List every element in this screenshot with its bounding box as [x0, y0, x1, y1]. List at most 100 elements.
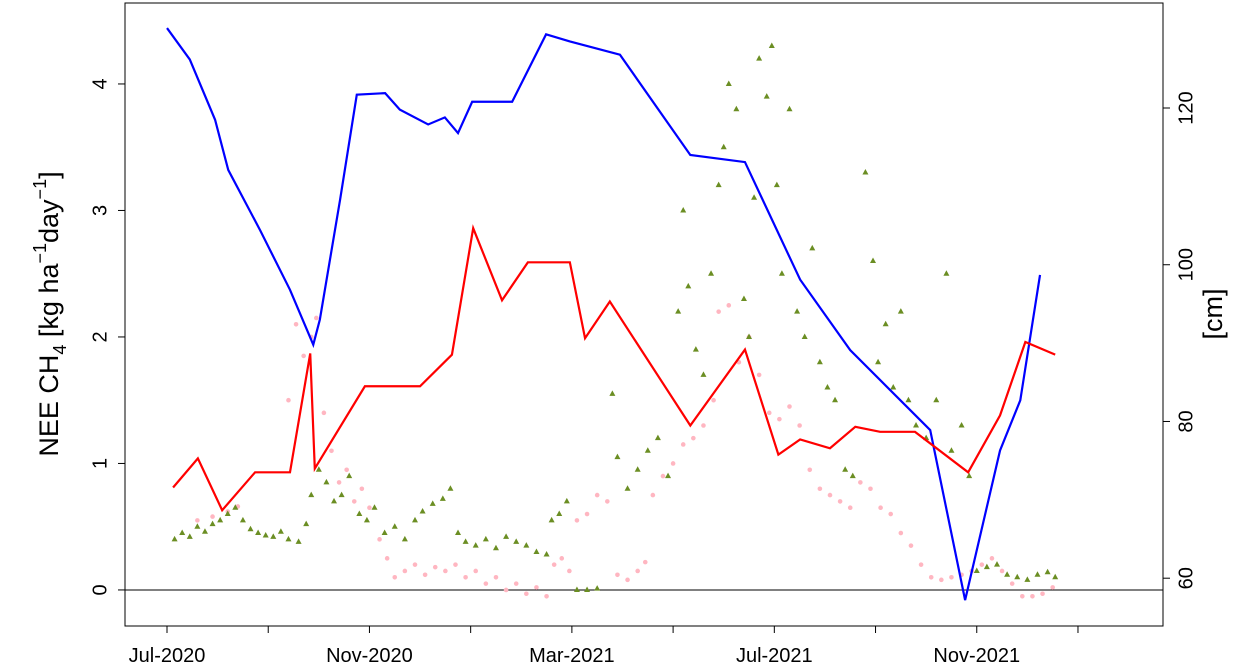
point — [786, 105, 793, 112]
point — [567, 568, 572, 574]
y-tick-label: 3 — [89, 205, 111, 216]
y-tick-label: 1 — [89, 458, 111, 469]
y-label-part: NEE CH — [34, 355, 64, 457]
y2-tick-label: 120 — [1175, 91, 1197, 124]
point — [691, 435, 696, 441]
point — [948, 447, 955, 453]
point — [1040, 591, 1045, 597]
point — [778, 270, 785, 276]
point — [594, 585, 601, 591]
point — [377, 537, 382, 542]
point — [483, 581, 489, 586]
point — [650, 492, 656, 498]
point — [726, 303, 732, 308]
y-label-part: day — [34, 199, 64, 243]
point — [801, 333, 808, 339]
y-label-part: −1 — [30, 243, 50, 264]
point — [513, 538, 520, 544]
point — [766, 410, 772, 416]
point — [513, 581, 519, 586]
point — [492, 544, 499, 551]
point — [654, 434, 661, 441]
point — [624, 485, 631, 491]
point — [329, 448, 334, 454]
x-tick-label: Nov-2020 — [326, 645, 413, 667]
y-tick-label: 0 — [89, 584, 111, 595]
point — [983, 563, 990, 570]
point — [367, 505, 372, 511]
point — [979, 562, 985, 567]
point — [913, 422, 920, 428]
point — [890, 384, 897, 390]
x-tick-label: Jul-2021 — [736, 645, 813, 667]
point — [1034, 571, 1041, 577]
point — [295, 538, 302, 544]
point — [574, 518, 580, 523]
point — [740, 295, 747, 302]
point — [551, 562, 557, 567]
point — [842, 466, 849, 472]
point — [359, 486, 365, 492]
point — [716, 309, 721, 314]
point — [503, 533, 510, 539]
point — [701, 423, 706, 428]
point — [756, 372, 762, 378]
point — [247, 525, 254, 532]
point — [625, 577, 630, 583]
point — [824, 384, 831, 390]
point — [816, 358, 823, 365]
point — [680, 442, 686, 447]
point — [809, 244, 816, 251]
point — [392, 574, 398, 580]
point — [958, 422, 965, 428]
point — [402, 568, 408, 574]
point — [411, 516, 418, 523]
point — [878, 505, 883, 511]
point — [797, 423, 802, 428]
point — [210, 514, 215, 519]
point — [232, 504, 239, 510]
point — [949, 574, 954, 580]
point — [543, 551, 550, 557]
point — [455, 529, 462, 536]
y-axis-label: NEE CH4 [kg ha−1day−1] — [30, 171, 70, 456]
point — [918, 562, 924, 567]
point — [994, 561, 1001, 567]
point — [1024, 576, 1031, 582]
point — [787, 404, 792, 409]
y-label-part: [kg ha — [34, 263, 64, 345]
point — [336, 480, 342, 485]
point — [665, 472, 672, 479]
point — [868, 486, 873, 492]
point — [1009, 581, 1015, 586]
point — [391, 523, 398, 529]
point — [1014, 573, 1021, 580]
point — [463, 574, 468, 580]
point — [875, 358, 882, 365]
point — [321, 410, 327, 416]
point — [301, 353, 306, 359]
point — [1050, 585, 1055, 590]
point — [807, 467, 813, 473]
point — [270, 533, 277, 539]
point — [584, 586, 591, 592]
point — [308, 491, 315, 498]
point — [837, 499, 843, 504]
point — [462, 538, 469, 544]
point — [720, 143, 727, 150]
point — [384, 556, 390, 561]
line — [172, 224, 1056, 513]
point — [756, 55, 763, 61]
point — [584, 511, 590, 517]
point — [908, 543, 914, 548]
point — [346, 472, 353, 479]
point — [524, 591, 529, 597]
point — [201, 528, 208, 534]
point — [817, 486, 823, 492]
y-tick-label: 2 — [89, 331, 111, 342]
point — [751, 194, 758, 200]
point — [725, 80, 732, 86]
point — [862, 169, 869, 175]
point — [171, 535, 178, 542]
point — [882, 320, 889, 327]
